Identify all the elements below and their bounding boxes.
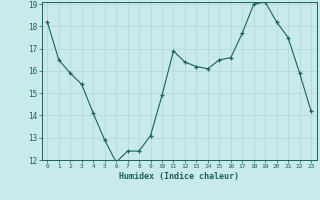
X-axis label: Humidex (Indice chaleur): Humidex (Indice chaleur) (119, 172, 239, 181)
